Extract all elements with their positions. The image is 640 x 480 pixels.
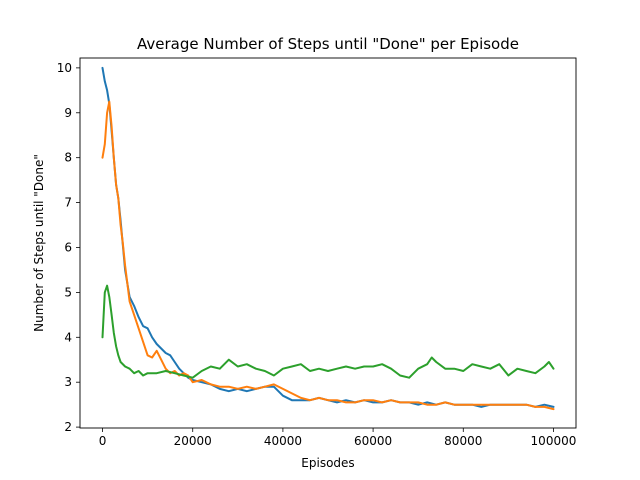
x-axis: 0 20000 40000 60000 80000 100000: [99, 428, 577, 448]
plot-frame: [79, 57, 577, 429]
y-tick-label: 9: [64, 106, 72, 120]
y-axis: 2 3 4 5 6 7 8 9 10: [57, 61, 80, 434]
chart-title: Average Number of Steps until "Done" per…: [137, 35, 519, 53]
series-line-3: [101, 284, 555, 379]
y-tick-label: 10: [57, 61, 72, 75]
y-tick-label: 3: [64, 375, 72, 389]
x-tick-label: 40000: [264, 434, 302, 448]
x-tick-label: 20000: [174, 434, 212, 448]
y-tick-label: 8: [64, 151, 72, 165]
series-line-2: [101, 100, 555, 411]
x-axis-label: Episodes: [301, 456, 354, 470]
y-tick-label: 2: [64, 420, 72, 434]
series-layer: [101, 66, 555, 411]
y-tick-label: 7: [64, 196, 72, 210]
y-tick-label: 5: [64, 285, 72, 299]
x-tick-label: 80000: [444, 434, 482, 448]
x-tick-label: 100000: [531, 434, 577, 448]
y-tick-label: 4: [64, 330, 72, 344]
y-tick-label: 6: [64, 240, 72, 254]
x-tick-label: 60000: [354, 434, 392, 448]
y-axis-label: Number of Steps until "Done": [32, 154, 46, 332]
x-tick-label: 0: [99, 434, 107, 448]
